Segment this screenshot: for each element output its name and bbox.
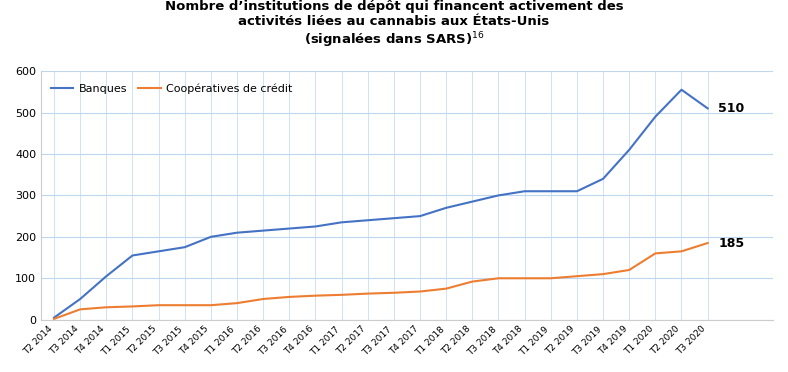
Coopératives de crédit — [50, 317, 59, 321]
Text: Nombre d’institutions de dépôt qui financent activement des
activités liées au c: Nombre d’institutions de dépôt qui finan… — [165, 0, 623, 50]
Coopératives de crédit — [154, 303, 163, 307]
Coopératives de crédit — [337, 293, 347, 297]
Coopératives de crédit — [703, 241, 712, 245]
Coopératives de crédit — [76, 307, 85, 312]
Banques — [284, 226, 294, 231]
Banques — [389, 216, 399, 221]
Banques — [258, 228, 268, 233]
Coopératives de crédit — [677, 249, 686, 254]
Coopératives de crédit — [598, 272, 608, 276]
Coopératives de crédit — [441, 286, 451, 291]
Coopératives de crédit — [284, 295, 294, 299]
Coopératives de crédit — [363, 291, 373, 296]
Banques — [677, 87, 686, 92]
Coopératives de crédit — [520, 276, 530, 280]
Banques — [598, 177, 608, 181]
Coopératives de crédit — [651, 251, 660, 256]
Coopératives de crédit — [258, 297, 268, 301]
Coopératives de crédit — [546, 276, 556, 280]
Coopératives de crédit — [415, 289, 425, 294]
Banques — [180, 245, 189, 249]
Banques — [76, 297, 85, 301]
Banques — [467, 199, 477, 204]
Banques — [363, 218, 373, 222]
Legend: Banques, Coopératives de crédit: Banques, Coopératives de crédit — [46, 79, 297, 99]
Coopératives de crédit — [624, 268, 634, 272]
Coopératives de crédit — [206, 303, 216, 307]
Banques — [50, 315, 59, 320]
Banques — [494, 193, 504, 198]
Banques — [624, 148, 634, 152]
Line: Coopératives de crédit: Coopératives de crédit — [54, 243, 708, 319]
Banques — [441, 206, 451, 210]
Coopératives de crédit — [310, 294, 320, 298]
Text: 510: 510 — [718, 102, 745, 115]
Coopératives de crédit — [180, 303, 189, 307]
Coopératives de crédit — [128, 304, 137, 309]
Banques — [651, 115, 660, 119]
Banques — [546, 189, 556, 193]
Coopératives de crédit — [232, 301, 242, 305]
Banques — [415, 214, 425, 218]
Banques — [703, 106, 712, 110]
Line: Banques: Banques — [54, 90, 708, 318]
Banques — [520, 189, 530, 193]
Coopératives de crédit — [389, 291, 399, 295]
Coopératives de crédit — [467, 279, 477, 284]
Coopératives de crédit — [572, 274, 582, 278]
Text: 185: 185 — [718, 237, 744, 250]
Banques — [154, 249, 163, 254]
Banques — [337, 220, 347, 225]
Banques — [232, 230, 242, 235]
Banques — [572, 189, 582, 193]
Banques — [128, 253, 137, 258]
Coopératives de crédit — [494, 276, 504, 280]
Coopératives de crédit — [102, 305, 111, 310]
Banques — [102, 274, 111, 278]
Banques — [310, 224, 320, 229]
Banques — [206, 235, 216, 239]
